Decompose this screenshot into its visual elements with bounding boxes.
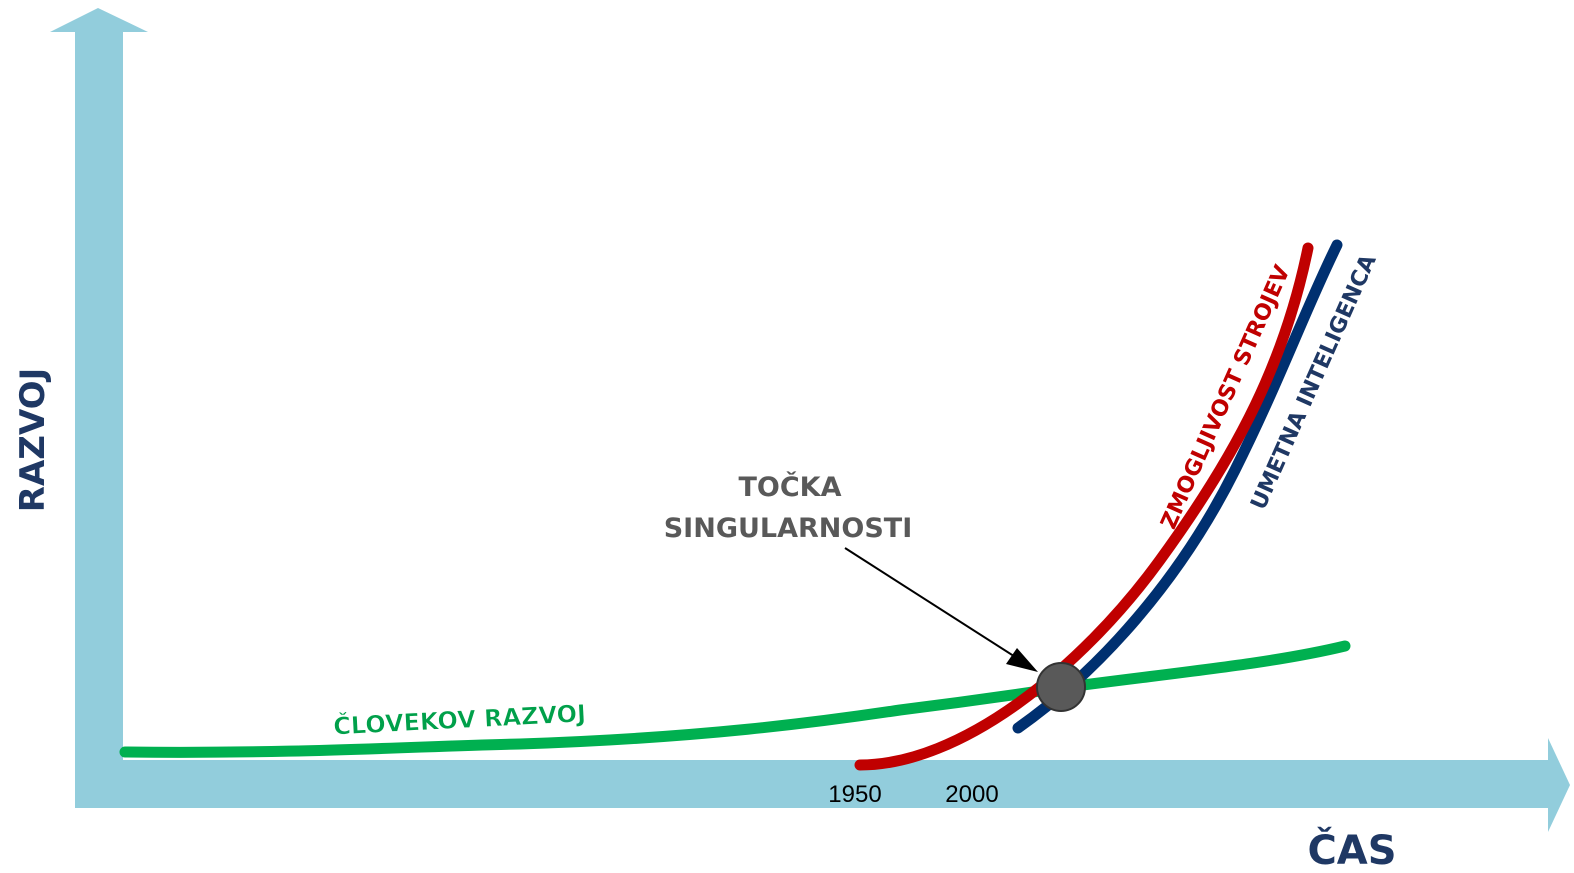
y-axis-label: RAZVOJ xyxy=(13,368,53,512)
x-axis-label: ČAS xyxy=(1307,826,1396,873)
x-tick-label: 1950 xyxy=(828,781,881,808)
ai-curve xyxy=(1012,239,1343,734)
singularity-point xyxy=(1036,662,1086,712)
x-tick-label: 2000 xyxy=(945,781,998,808)
x-axis-bar xyxy=(75,760,1550,808)
y-axis-arrowhead xyxy=(50,8,148,32)
annotation-line: TOČKA xyxy=(738,471,841,503)
machine-curve xyxy=(854,242,1314,771)
pointer-line xyxy=(844,547,1021,661)
annotation-line: SINGULARNOSTI xyxy=(664,513,913,544)
y-axis-bar xyxy=(75,30,123,808)
pointer-head xyxy=(1006,648,1038,672)
human-curve xyxy=(119,640,1351,758)
x-axis-arrowhead xyxy=(1548,738,1570,832)
curve-label: ČLOVEKOV RAZVOJ xyxy=(332,697,586,740)
